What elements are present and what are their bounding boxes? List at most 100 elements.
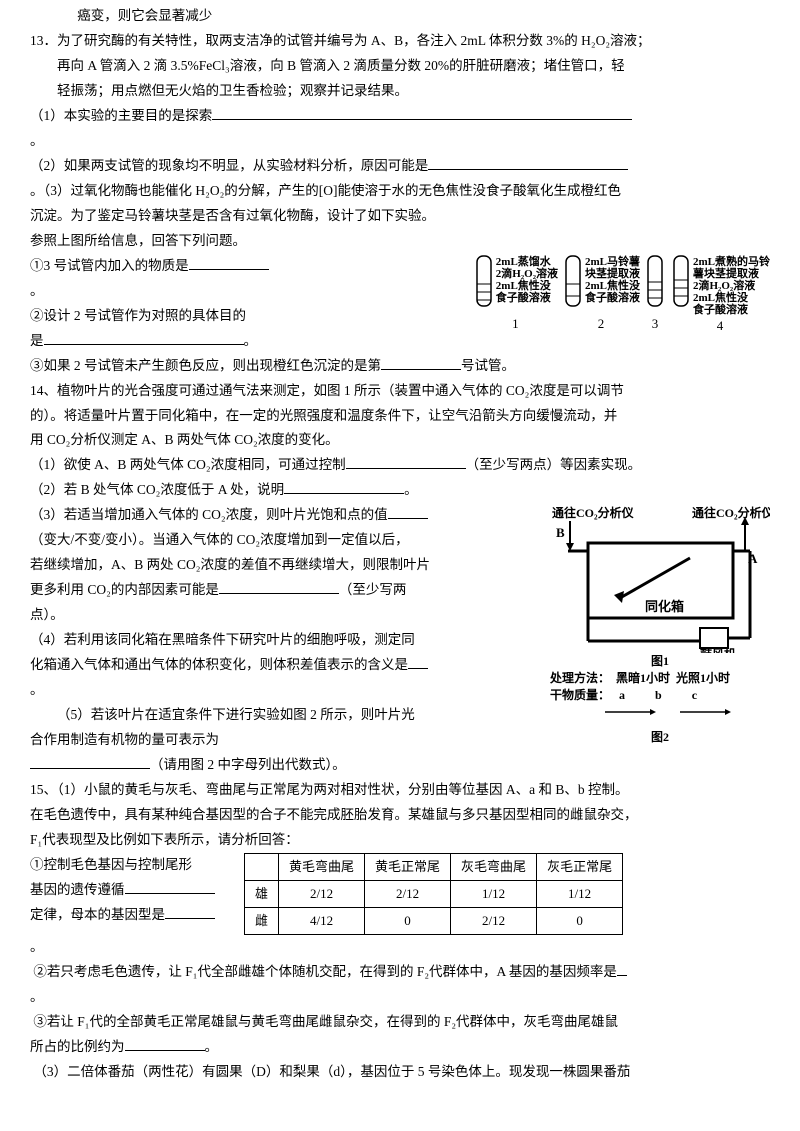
treat-label: 处理方法： [550,671,610,685]
table-cell: 1/12 [451,880,537,907]
q13-tubes-row: ①3 号试管内加入的物质是 。 ②设计 2 号试管作为对照的具体目的 是。 2m… [30,254,770,354]
intro-line: 癌变，则它会显著减少 [30,4,770,29]
q14-p5c-text: （请用图 2 中字母列出代数式）。 [150,757,346,772]
q15-table-row: ①控制毛色基因与控制尾形 基因的遗传遵循 定律，母本的基因型是 黄毛弯曲尾 黄毛… [30,853,770,935]
q15-s2-text: ②若只考虑毛色遗传，让 F₁代全部雌雄个体随机交配，在得到的 F₂代群体中，A … [33,964,617,979]
t1-a: 2mL蒸馏水 [496,256,558,268]
tube-2: 2mL马铃薯 块茎提取液 2mL焦性没 食子酸溶液 2 [562,254,640,332]
table-cell: 2/12 [451,908,537,935]
svg-text:鼓风机: 鼓风机 [700,646,736,653]
t2-a2: 块茎提取液 [585,268,640,280]
q13-p2: （2）如果两支试管的现象均不明显，从实验材料分析，原因可能是 [30,154,770,179]
q15-s3a-text: ③若让 F₁代的全部黄毛正常尾雄鼠与黄毛弯曲尾雌鼠杂交，在得到的 F₂代群体中，… [33,1014,618,1029]
table-row: 雌 4/12 0 2/12 0 [245,908,623,935]
tube-3: 3 [644,254,666,332]
q15-l2: 在毛色遗传中，具有某种纯合基因型的合子不能完成胚胎发育。某雄鼠与多只基因型相同的… [30,803,770,828]
q14-p1a: （1）欲使 A、B 两处气体 CO₂浓度相同，可通过控制 [30,457,346,472]
tube-icon [562,254,584,314]
table-cell: 0 [537,908,623,935]
q15-p3-text: （3）二倍体番茄（两性花）有圆果（D）和梨果（d），基因位于 5 号染色体上。现… [33,1064,630,1079]
q13-s2b-row: 是。 [30,329,471,354]
q13-s1-text: ①3 号试管内加入的物质是 [30,258,189,273]
a-label: a [619,688,625,702]
q15-s3b: 所占的比例约为。 [30,1035,770,1060]
q14-p4b-text: 化箱通入气体和通出气体的体积变化，则体积差值表示的含义是 [30,657,408,672]
t2-c: 2mL焦性没 [585,280,640,292]
blank [617,963,627,977]
tube-4-num: 4 [717,318,724,334]
q13-l2: 再向 A 管滴入 2 滴 3.5%FeCl₃溶液，向 B 管滴入 2 滴质量分数… [30,54,770,79]
q13-s3: ③如果 2 号试管未产生颜色反应，则出现橙红色沉淀的是第号试管。 [30,354,770,379]
table-cell: 1/12 [537,880,623,907]
table-cell: 2/12 [365,880,451,907]
q14-p2: （2）若 B 处气体 CO₂浓度低于 A 处，说明。 [30,478,770,503]
q14-p1: （1）欲使 A、B 两处气体 CO₂浓度相同，可通过控制（至少写两点）等因素实现… [30,453,770,478]
blank [44,331,244,345]
t2-d: 食子酸溶液 [585,292,640,304]
treatment-row: 处理方法： 黑暗1小时 光照1小时 [550,670,770,687]
drymass-label: 干物质量： [550,688,610,702]
tube-4: 2mL煮熟的马铃 薯块茎提取液 2滴H₂O₂溶液 2mL焦性没 食子酸溶液 4 [670,254,770,334]
q15-num: 15、 [30,782,57,797]
q14-p3d-text: 更多利用 CO₂的内部因素可能是 [30,582,219,597]
q13-s3b: 号试管。 [461,358,515,373]
tube-icon [644,254,666,314]
svg-text:B: B [556,525,565,540]
q14-p3a-text: （3）若适当增加通入气体的 CO₂浓度，则叶片光饱和点的值 [30,507,388,522]
dot5: 。 [30,935,770,960]
fig2-arrows [550,706,770,720]
co2-label-left: 通往CO₂分析仪 [552,505,635,520]
tubes-diagram: 2mL蒸馏水 2滴H₂O₂溶液 2mL焦性没 食子酸溶液 1 2mL马铃薯 块茎… [471,254,770,334]
table-cell: 雌 [245,908,279,935]
q13-s2b-text: 是 [30,333,44,348]
dot2: 。 [30,279,471,304]
blank [189,256,269,270]
q15-s2: ②若只考虑毛色遗传，让 F₁代全部雌雄个体随机交配，在得到的 F₂代群体中，A … [30,960,770,985]
table-cell: 黄毛弯曲尾 [279,853,365,880]
light-label: 光照1小时 [676,671,730,685]
c-label: c [692,688,697,702]
q13: 13．为了研究酶的有关特性，取两支洁净的试管并编号为 A、B，各注入 2mL 体… [30,29,770,54]
blank [381,356,461,370]
table-cell: 灰毛弯曲尾 [451,853,537,880]
dark-label: 黑暗1小时 [616,671,670,685]
q14: 14、植物叶片的光合强度可通过通气法来测定，如图 1 所示（装置中通入气体的 C… [30,379,770,404]
co2-label-right: 通往CO₂分析仪 [692,505,770,520]
table-row: 雄 2/12 2/12 1/12 1/12 [245,880,623,907]
tube-1-num: 1 [512,316,519,332]
fig2-label: 图2 [550,729,770,746]
tube-icon [670,254,692,314]
q14-diagram: 通往CO₂分析仪 通往CO₂分析仪 B A 同化箱 鼓风机 图1 处理方法： 黑… [550,503,770,745]
fig1-label: 图1 [550,653,770,670]
table-cell: 2/12 [279,880,365,907]
blank [125,1037,205,1051]
q15: 15、（1）小鼠的黄毛与灰毛、弯曲尾与正常尾为两对相对性状，分别由等位基因 A、… [30,778,770,803]
q15-s3b-text: 所占的比例约为 [30,1039,125,1054]
table-cell: 雄 [245,880,279,907]
t1-d: 食子酸溶液 [496,292,558,304]
q13-s1: ①3 号试管内加入的物质是 [30,254,471,279]
t4-b: 2滴H₂O₂溶液 [693,280,770,292]
t4-d: 食子酸溶液 [693,304,770,316]
svg-text:同化箱: 同化箱 [645,599,684,614]
q15-s3a: ③若让 F₁代的全部黄毛正常尾雄鼠与黄毛弯曲尾雌鼠杂交，在得到的 F₂代群体中，… [30,1010,770,1035]
q14-p5c: （请用图 2 中字母列出代数式）。 [30,753,770,778]
blank [30,756,150,770]
t4-c: 2mL焦性没 [693,292,770,304]
blank [408,656,428,670]
table-cell: 4/12 [279,908,365,935]
q13-s2a: ②设计 2 号试管作为对照的具体目的 [30,304,471,329]
blank [284,481,404,495]
blank [165,905,215,919]
q13-p3c: 参照上图所给信息，回答下列问题。 [30,229,770,254]
blank [428,156,628,170]
q15-s1b: 基因的遗传遵循 [30,878,240,903]
q13-num: 13． [30,33,57,48]
drymass-row: 干物质量： a b c [550,687,770,704]
b-label: b [655,688,662,702]
q15-s1c-text: 定律，母本的基因型是 [30,907,165,922]
blank [388,506,428,520]
table-row: 黄毛弯曲尾 黄毛正常尾 灰毛弯曲尾 灰毛正常尾 [245,853,623,880]
q14-p2b: 。 [404,482,418,497]
q15-s1b-text: 基因的遗传遵循 [30,882,125,897]
